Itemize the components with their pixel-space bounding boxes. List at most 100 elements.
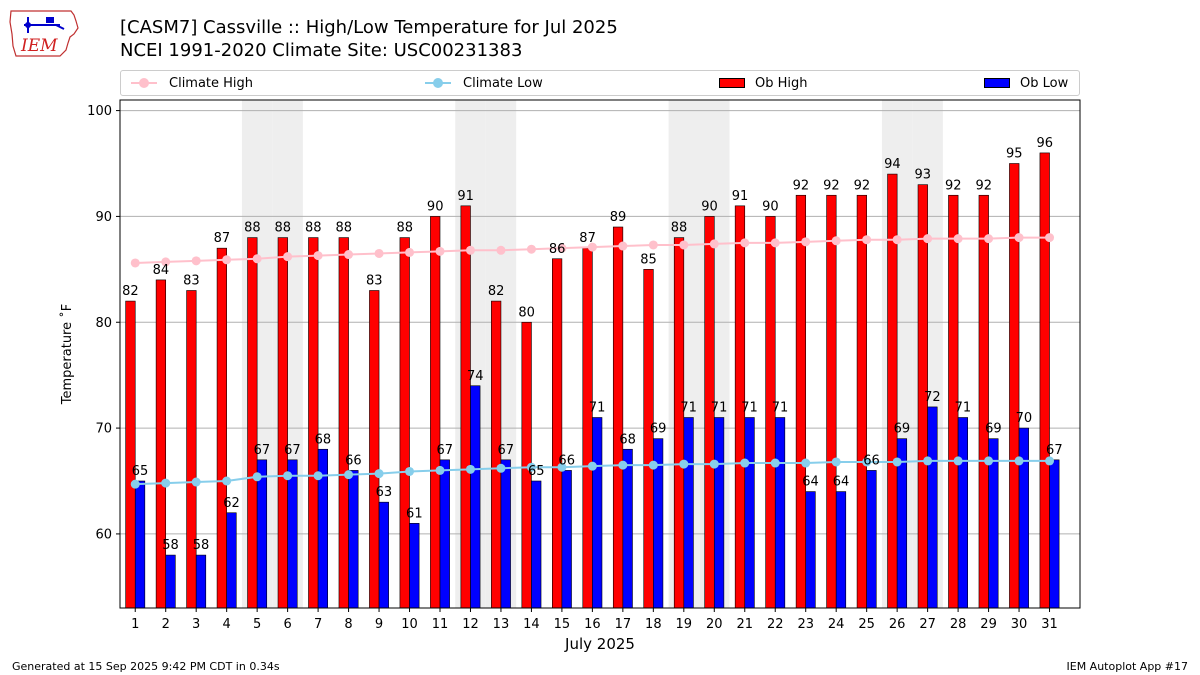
climate-low-point	[496, 463, 506, 473]
y-tick-label: 80	[95, 316, 112, 331]
ob-high-label: 85	[640, 252, 657, 267]
ob-low-bar	[348, 470, 359, 609]
ob-low-bar	[439, 459, 450, 609]
climate-high-point	[648, 240, 658, 250]
legend-label-ob-low: Ob Low	[1020, 75, 1069, 91]
ob-low-bar	[500, 459, 511, 609]
ob-high-label: 87	[214, 231, 231, 246]
climate-low-point	[283, 471, 293, 481]
chart-title: [CASM7] Cassville :: High/Low Temperatur…	[120, 17, 618, 38]
ob-low-label: 71	[711, 401, 728, 416]
x-tick-label: 28	[950, 617, 967, 632]
x-tick-label: 9	[375, 617, 383, 632]
ob-low-bar	[1049, 459, 1060, 609]
ob-low-bar	[866, 470, 877, 609]
logo-text: IEM	[20, 36, 58, 56]
climate-high-point	[465, 245, 475, 255]
ob-high-bar	[186, 290, 197, 609]
ob-low-label: 67	[284, 443, 301, 458]
x-tick-label: 23	[797, 617, 814, 632]
climate-high-point	[1045, 233, 1055, 243]
climate-low-point	[130, 479, 140, 489]
y-tick-label: 90	[95, 210, 112, 225]
climate-low-point	[831, 457, 841, 467]
x-tick-label: 29	[980, 617, 997, 632]
ob-low-label: 72	[924, 390, 941, 405]
x-tick-label: 6	[283, 617, 291, 632]
ob-high-bar	[125, 300, 136, 609]
x-tick-label: 8	[344, 617, 352, 632]
climate-high-point	[770, 238, 780, 248]
ob-low-bar	[927, 406, 938, 609]
y-tick-label: 70	[95, 422, 112, 437]
climate-high-point	[374, 248, 384, 258]
climate-low-point	[191, 477, 201, 487]
climate-high-point	[801, 237, 811, 247]
legend-label-ob-high: Ob High	[755, 75, 808, 91]
climate-high-point	[313, 251, 323, 261]
ob-high-label: 91	[732, 189, 749, 204]
x-tick-label: 13	[493, 617, 510, 632]
ob-low-label: 58	[162, 538, 179, 553]
climate-low-point	[953, 456, 963, 466]
ob-high-label: 83	[366, 274, 383, 289]
climate-low-point	[252, 472, 262, 482]
ob-low-bar	[470, 385, 481, 609]
climate-low-point	[465, 464, 475, 474]
ob-low-label: 58	[193, 538, 210, 553]
ob-high-bar	[430, 216, 441, 609]
ob-low-label: 66	[345, 453, 362, 468]
climate-high-point	[709, 239, 719, 249]
ob-high-label: 88	[671, 221, 688, 236]
climate-low-point	[801, 458, 811, 468]
iowa-outline-icon	[9, 10, 79, 57]
x-tick-label: 19	[676, 617, 693, 632]
ob-low-label: 63	[376, 485, 393, 500]
ob-high-bar	[277, 237, 288, 609]
ob-low-bar	[774, 417, 786, 609]
climate-low-point	[557, 462, 567, 472]
x-tick-label: 12	[462, 617, 479, 632]
climate-low-point	[222, 476, 232, 486]
ob-low-label: 69	[985, 422, 1002, 437]
x-tick-label: 18	[645, 617, 662, 632]
ob-low-label: 68	[315, 432, 332, 447]
ob-low-label: 62	[223, 496, 240, 511]
x-tick-label: 7	[314, 617, 322, 632]
legend-item-climate-high: Climate High	[131, 71, 253, 95]
ob-high-bar	[399, 237, 410, 609]
ob-low-bar	[287, 459, 298, 609]
climate-low-point	[405, 466, 415, 476]
climate-low-point	[526, 462, 536, 472]
ob-high-bar	[247, 237, 258, 609]
climate-low-point	[374, 469, 384, 479]
ob-low-label: 71	[772, 401, 789, 416]
ob-high-label: 94	[884, 157, 901, 172]
ob-high-label: 92	[975, 178, 992, 193]
climate-high-point	[344, 250, 354, 260]
legend-label-climate-low: Climate Low	[463, 75, 543, 91]
ob-high-label: 92	[945, 178, 962, 193]
ob-low-label: 67	[497, 443, 514, 458]
ob-low-bar	[256, 459, 268, 609]
footer-app: IEM Autoplot App #17	[1066, 660, 1189, 673]
ob-low-label: 65	[528, 464, 545, 479]
ob-low-label: 66	[558, 453, 575, 468]
ob-low-bar	[134, 480, 146, 609]
ob-low-label: 71	[955, 401, 972, 416]
ob-high-bar	[216, 247, 227, 609]
climate-low-point	[1014, 456, 1024, 466]
x-tick-label: 4	[223, 617, 231, 632]
climate-low-point	[161, 478, 171, 488]
ob-low-bar	[683, 417, 694, 609]
ob-high-bar	[369, 290, 380, 609]
climate-high-point	[587, 242, 597, 252]
x-tick-label: 15	[554, 617, 571, 632]
ob-high-label: 96	[1036, 136, 1053, 151]
ob-high-bar	[612, 226, 624, 609]
ob-high-label: 93	[915, 168, 932, 183]
ob-high-bar	[460, 205, 471, 609]
climate-low-point	[770, 458, 780, 468]
ob-high-bar	[552, 258, 563, 609]
ob-low-label: 74	[467, 369, 484, 384]
